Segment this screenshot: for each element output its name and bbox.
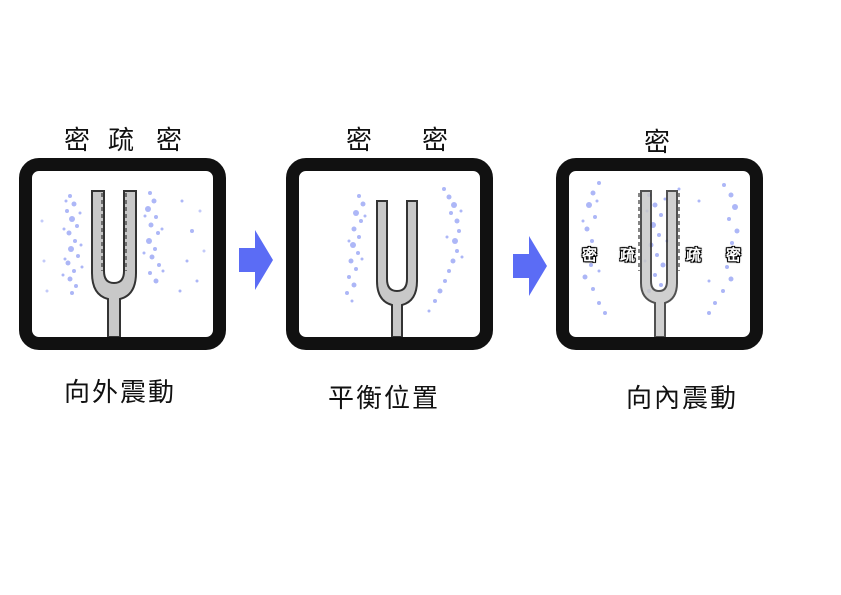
panel1-tuning-fork — [91, 190, 137, 337]
panel1-dense-band-right — [142, 191, 199, 293]
panel1-dense-band-left — [61, 194, 84, 295]
panel-inward-vibration — [556, 158, 763, 350]
panel1-label-dense-right: 密 — [156, 126, 183, 156]
panel2-label-dense-left: 密 — [346, 126, 373, 156]
panel2-illustration — [345, 187, 464, 337]
panel2-dense-band-left — [345, 194, 367, 303]
arrow-2 — [513, 236, 547, 296]
panel1-label-sparse: 疏 — [108, 126, 135, 156]
caption-equilibrium-position: 平衡位置 — [328, 384, 441, 414]
caption-inward-vibration: 向內震動 — [626, 384, 739, 414]
panel3-inner-label-dense-right: 密 — [726, 246, 742, 264]
panel-equilibrium-position — [286, 158, 493, 350]
panel1-label-dense-left: 密 — [64, 126, 91, 156]
panel3-dense-band-right — [677, 183, 740, 315]
panel1-illustration — [40, 190, 206, 337]
panel2-dense-band-right — [427, 187, 464, 313]
panel2-tuning-fork — [376, 200, 418, 337]
panel3-dense-band-left — [581, 181, 607, 315]
panel3-inner-label-sparse-right: 疏 — [686, 246, 702, 264]
panel3-tuning-fork — [640, 190, 678, 337]
panel3-illustration — [581, 181, 740, 337]
panel3-inner-label-sparse-left: 疏 — [620, 246, 636, 264]
panel3-label-dense: 密 — [644, 128, 671, 158]
caption-outward-vibration: 向外震動 — [64, 378, 177, 408]
panel2-label-dense-right: 密 — [422, 126, 449, 156]
panel1-sparse-dots — [40, 209, 206, 293]
panel-outward-vibration — [19, 158, 226, 350]
arrow-1 — [239, 230, 273, 290]
panel3-inner-label-dense-left: 密 — [582, 246, 598, 264]
